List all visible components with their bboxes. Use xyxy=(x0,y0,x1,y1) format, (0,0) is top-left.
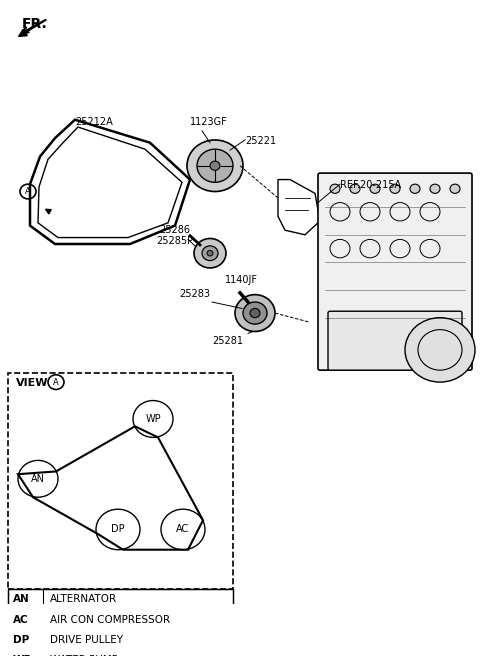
Circle shape xyxy=(330,184,340,194)
Circle shape xyxy=(187,140,243,192)
FancyBboxPatch shape xyxy=(8,373,233,589)
FancyBboxPatch shape xyxy=(328,311,462,370)
Bar xyxy=(8,650,233,656)
Text: 25221: 25221 xyxy=(245,136,276,146)
Bar xyxy=(8,589,233,609)
Text: 25283: 25283 xyxy=(179,289,210,299)
Text: DP: DP xyxy=(13,635,29,645)
Circle shape xyxy=(202,246,218,260)
FancyBboxPatch shape xyxy=(318,173,472,370)
Circle shape xyxy=(430,184,440,194)
Circle shape xyxy=(235,295,275,331)
Text: 1123GF: 1123GF xyxy=(190,117,228,127)
Text: AC: AC xyxy=(176,524,190,535)
Text: 25286: 25286 xyxy=(159,225,191,235)
Bar xyxy=(8,589,233,656)
Text: A: A xyxy=(53,378,59,386)
Circle shape xyxy=(194,239,226,268)
Circle shape xyxy=(210,161,220,171)
Text: 25281: 25281 xyxy=(213,336,243,346)
Circle shape xyxy=(405,318,475,382)
Text: 1140JF: 1140JF xyxy=(225,276,258,285)
Text: AIR CON COMPRESSOR: AIR CON COMPRESSOR xyxy=(50,615,170,625)
Text: AC: AC xyxy=(13,615,29,625)
Text: AN: AN xyxy=(13,594,30,604)
Text: DRIVE PULLEY: DRIVE PULLEY xyxy=(50,635,123,645)
Text: VIEW: VIEW xyxy=(16,377,48,388)
Circle shape xyxy=(390,184,400,194)
Text: DP: DP xyxy=(111,524,125,535)
Text: WP: WP xyxy=(13,655,32,656)
Text: WATER PUMP: WATER PUMP xyxy=(50,655,118,656)
Circle shape xyxy=(250,308,260,318)
Bar xyxy=(8,609,233,630)
Circle shape xyxy=(350,184,360,194)
Circle shape xyxy=(410,184,420,194)
Text: REF.20-215A: REF.20-215A xyxy=(340,180,401,190)
Circle shape xyxy=(197,149,233,182)
Bar xyxy=(8,630,233,650)
Circle shape xyxy=(207,251,213,256)
Text: 25212A: 25212A xyxy=(75,117,113,127)
Text: 25285P: 25285P xyxy=(156,236,193,246)
Text: FR.: FR. xyxy=(22,16,48,31)
Circle shape xyxy=(243,302,267,324)
Text: A: A xyxy=(25,187,31,196)
Text: ALTERNATOR: ALTERNATOR xyxy=(50,594,117,604)
Text: WP: WP xyxy=(145,414,161,424)
Text: AN: AN xyxy=(31,474,45,484)
Circle shape xyxy=(370,184,380,194)
Circle shape xyxy=(450,184,460,194)
